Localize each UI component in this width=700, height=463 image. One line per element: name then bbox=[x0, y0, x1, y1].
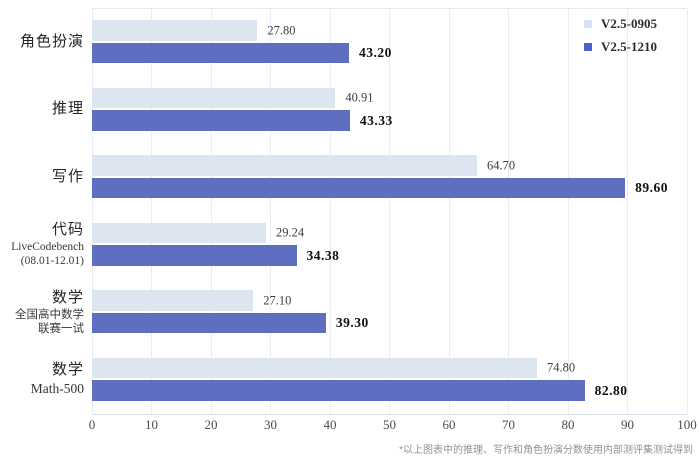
category-label: 数学 Math-500 bbox=[30, 361, 84, 397]
bar-value-label: 74.80 bbox=[547, 360, 576, 375]
gridline bbox=[627, 9, 628, 414]
category-main-label: 数学 bbox=[51, 361, 84, 379]
legend-swatch-v2.5-0905 bbox=[584, 19, 592, 28]
bar-v2.5-1210: 34.38 bbox=[92, 245, 339, 266]
bar-pair: 27.80 43.20 bbox=[92, 20, 687, 64]
bar-v2.5-0905: 27.10 bbox=[92, 290, 291, 311]
bar-v2.5-0905: 74.80 bbox=[92, 357, 575, 379]
chart-row-roleplay: 角色扮演 27.80 43.20 bbox=[0, 8, 700, 76]
bar-v2.5-1210: 89.60 bbox=[92, 177, 667, 199]
bar-value-label: 43.33 bbox=[359, 112, 393, 128]
category-label: 角色扮演 bbox=[0, 8, 84, 76]
bar-pair: 74.80 82.80 bbox=[92, 357, 687, 401]
x-tick-label: 30 bbox=[264, 417, 277, 432]
footnote: *以上图表中的推理、写作和角色扮演分数使用内部测评集测试得到 bbox=[399, 445, 693, 456]
chart-row-writing: 写作 64.70 89.60 bbox=[0, 143, 700, 211]
x-tick-label: 40 bbox=[323, 417, 337, 432]
x-tick-label: 10 bbox=[145, 417, 158, 432]
bar-v2.5-1210: 39.30 bbox=[92, 312, 368, 334]
x-tick-label: 0 bbox=[88, 417, 96, 432]
legend: V2.5-0905 V2.5-1210 bbox=[584, 13, 657, 57]
gridline bbox=[686, 9, 688, 414]
category-main-label: 写作 bbox=[51, 167, 84, 185]
bar-v2.5-1210: 82.80 bbox=[92, 380, 627, 401]
bar-pair: 27.10 39.30 bbox=[92, 290, 687, 334]
gridline bbox=[508, 9, 509, 414]
gridline bbox=[389, 9, 390, 414]
legend-item-v2.5-1210: V2.5-1210 bbox=[584, 36, 657, 57]
bar-value-label: 64.70 bbox=[486, 158, 516, 172]
bar-v2.5-0905: 29.24 bbox=[92, 222, 304, 244]
category-main-label: 推理 bbox=[51, 100, 84, 118]
bar-pair: 29.24 34.38 bbox=[92, 222, 687, 266]
bar-v2.5-0905: 40.91 bbox=[92, 87, 374, 109]
category-label: 代码 LiveCodebench (08.01-12.01) bbox=[11, 221, 84, 268]
bar-pair: 40.91 43.33 bbox=[92, 87, 687, 131]
category-main-label: 数学 bbox=[51, 288, 84, 306]
bar-value-label: 82.80 bbox=[594, 382, 628, 398]
bar-v2.5-1210: 43.33 bbox=[92, 110, 392, 131]
chart-row-math500: 数学 Math-500 74.80 82.80 bbox=[0, 346, 700, 414]
legend-item-v2.5-0905: V2.5-0905 bbox=[584, 13, 657, 34]
chart-row-math-contest: 数学 全国高中数学 联赛一试 27.10 39.30 bbox=[0, 278, 700, 346]
bar-value-label: 27.10 bbox=[263, 293, 292, 307]
category-main-label: 角色扮演 bbox=[19, 32, 84, 50]
chart-row-code: 代码 LiveCodebench (08.01-12.01) 29.24 34.… bbox=[0, 211, 700, 279]
x-tick-label: 70 bbox=[502, 417, 515, 432]
chart-row-reasoning: 推理 40.91 43.33 bbox=[0, 76, 700, 144]
gridline bbox=[210, 9, 212, 414]
bar-value-label: 29.24 bbox=[275, 225, 305, 240]
bar-value-label: 27.80 bbox=[267, 23, 296, 37]
legend-swatch-v2.5-1210 bbox=[584, 42, 592, 51]
bar-v2.5-0905: 64.70 bbox=[92, 155, 515, 176]
bar-value-label: 39.30 bbox=[335, 315, 369, 330]
category-label: 推理 bbox=[0, 76, 84, 144]
gridline bbox=[151, 9, 152, 414]
gridline bbox=[270, 9, 271, 414]
gridline bbox=[567, 9, 569, 414]
x-tick-label: 100 bbox=[677, 417, 697, 432]
plot-area bbox=[91, 8, 688, 415]
category-label: 写作 bbox=[0, 143, 84, 211]
x-tick-label: 90 bbox=[621, 417, 634, 432]
category-main-label: 代码 bbox=[51, 221, 84, 239]
gridline bbox=[448, 9, 450, 414]
x-tick-label: 60 bbox=[442, 417, 456, 432]
bar-value-label: 43.20 bbox=[359, 45, 392, 60]
x-tick-label: 80 bbox=[561, 417, 575, 432]
x-tick-label: 50 bbox=[383, 417, 396, 432]
legend-label: V2.5-1210 bbox=[601, 38, 657, 54]
bar-value-label: 34.38 bbox=[306, 247, 340, 263]
gridline bbox=[91, 9, 93, 414]
bar-pair: 64.70 89.60 bbox=[92, 155, 687, 199]
x-axis: 0 10 20 30 40 50 60 70 80 90 100 bbox=[88, 417, 697, 435]
bar-value-label: 89.60 bbox=[635, 180, 668, 195]
x-tick-label: 20 bbox=[204, 417, 218, 432]
bar-v2.5-0905: 27.80 bbox=[92, 20, 296, 41]
gridline bbox=[329, 9, 331, 414]
legend-label: V2.5-0905 bbox=[601, 15, 657, 31]
bar-value-label: 40.91 bbox=[345, 90, 374, 105]
category-label: 数学 全国高中数学 联赛一试 bbox=[15, 288, 84, 335]
bar-v2.5-1210: 43.20 bbox=[92, 42, 391, 64]
